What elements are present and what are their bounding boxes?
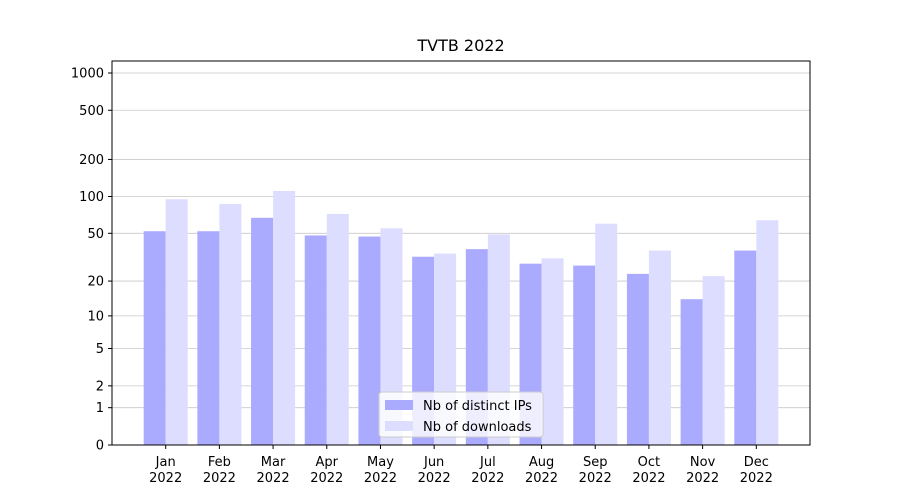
x-tick-label: Jul 2022 — [471, 455, 504, 486]
bar — [358, 236, 381, 445]
bar — [541, 258, 564, 445]
x-tick-label: Apr 2022 — [310, 455, 343, 486]
y-tick-label: 10 — [87, 309, 104, 324]
legend-box — [378, 391, 544, 438]
bar — [680, 299, 703, 445]
bar — [326, 213, 349, 445]
bar — [143, 231, 166, 445]
x-tick-label: Oct 2022 — [632, 455, 665, 486]
legend: Nb of distinct IPs Nb of downloads — [378, 391, 544, 438]
bar — [734, 250, 757, 445]
legend-swatch — [385, 421, 413, 431]
y-tick-label: 2 — [96, 379, 104, 394]
y-tick-label: 100 — [79, 190, 104, 205]
bar — [595, 223, 618, 445]
legend-swatch — [385, 400, 413, 410]
x-tick-label: Dec 2022 — [740, 455, 773, 486]
bar — [304, 235, 327, 445]
x-tick-label: Nov 2022 — [686, 455, 719, 486]
x-tick-label: Mar 2022 — [257, 455, 290, 486]
bar — [626, 273, 649, 445]
y-tick-label: 5 — [96, 342, 104, 357]
bar — [273, 190, 296, 445]
legend-label: Nb of distinct IPs — [423, 399, 532, 414]
y-tick-label: 1000 — [71, 67, 104, 82]
y-tick-label: 500 — [79, 104, 104, 119]
bar — [251, 217, 274, 445]
bar — [219, 203, 242, 445]
plot-frame — [111, 60, 811, 446]
y-tick-label: 1 — [96, 401, 104, 416]
x-tick-label: Sep 2022 — [579, 455, 612, 486]
legend-label: Nb of downloads — [423, 420, 532, 435]
bar — [702, 276, 725, 445]
bar — [165, 199, 188, 445]
y-tick-label: 50 — [87, 227, 104, 242]
x-tick-label: Jan 2022 — [149, 455, 182, 486]
x-tick-label: Feb 2022 — [203, 455, 236, 486]
y-tick-label: 200 — [79, 153, 104, 168]
y-tick-label: 0 — [96, 439, 104, 454]
x-tick-label: Jun 2022 — [418, 455, 451, 486]
chart-title: TVTB 2022 — [416, 36, 504, 55]
bar — [648, 250, 671, 445]
x-tick-label: Aug 2022 — [525, 455, 558, 486]
y-tick-label: 20 — [87, 275, 104, 290]
bar — [197, 231, 220, 445]
bar — [573, 265, 596, 445]
bar — [380, 228, 403, 445]
x-tick-label: May 2022 — [364, 455, 397, 486]
bar — [756, 220, 779, 445]
